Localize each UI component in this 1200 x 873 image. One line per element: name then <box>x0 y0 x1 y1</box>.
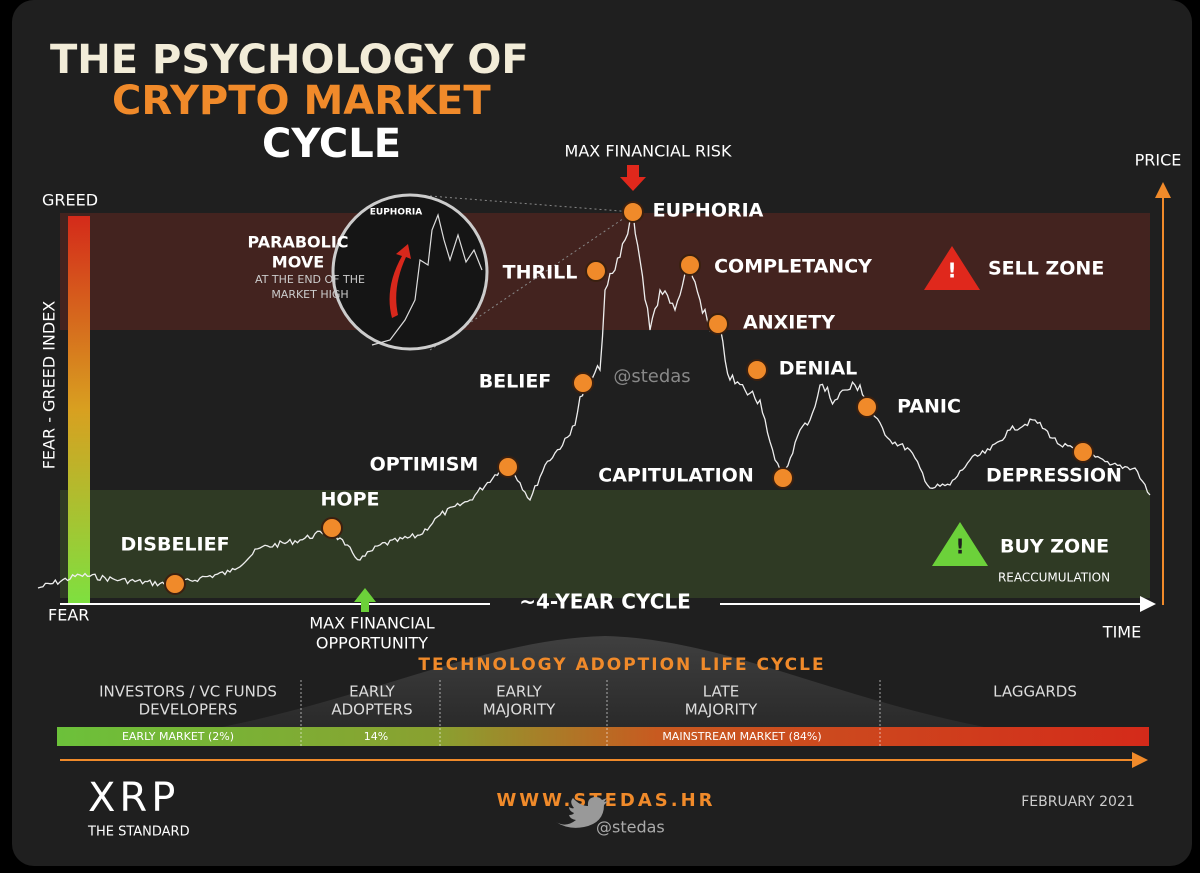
stage-label: EUPHORIA <box>653 200 764 222</box>
zone-label: BUY ZONE <box>1000 536 1109 558</box>
stage-dot <box>746 359 768 381</box>
cycle-label: ~4-YEAR CYCLE <box>519 590 691 614</box>
stage-label: ANXIETY <box>743 312 835 334</box>
twitter-icon <box>556 797 608 828</box>
axis-label: FEAR <box>48 606 89 625</box>
stage-dot <box>856 396 878 418</box>
group-label: DEVELOPERS <box>139 701 238 719</box>
handle: @stedas <box>596 818 665 837</box>
segment-label: 14% <box>364 730 388 743</box>
group-label: INVESTORS / VC FUNDS <box>99 683 277 701</box>
stage-label: DENIAL <box>779 358 858 380</box>
brand: XRP <box>88 775 179 821</box>
group-label: LATE <box>703 683 739 701</box>
watermark: @stedas <box>613 366 690 387</box>
axis-label: GREED <box>42 191 98 210</box>
stage-dot <box>1072 441 1094 463</box>
price-curve <box>37 211 1151 589</box>
date: FEBRUARY 2021 <box>1021 794 1135 810</box>
stage-dot <box>164 573 186 595</box>
inset: EUPHORIA PARABOLIC MOVE AT THE END OF TH… <box>247 193 634 351</box>
marker-label: MAX FINANCIAL RISK <box>565 142 732 161</box>
stage-label: DEPRESSION <box>986 465 1122 487</box>
segment-label: MAINSTREAM MARKET (84%) <box>662 730 821 743</box>
stage-dot <box>772 467 794 489</box>
adoption-bar <box>57 727 1149 746</box>
dividers <box>300 680 881 748</box>
svg-text:!: ! <box>947 259 956 283</box>
risk-arrow <box>620 165 646 191</box>
title: THE PSYCHOLOGY OF <box>50 37 529 83</box>
stage-label: COMPLETANCY <box>714 256 872 278</box>
zone-note: REACCUMULATION <box>998 571 1110 585</box>
axis-label: PRICE <box>1135 151 1182 170</box>
stage-dot <box>497 456 519 478</box>
stage-dot <box>572 372 594 394</box>
inset-label: AT THE END OF THE <box>255 273 365 286</box>
stage-label: BELIEF <box>479 371 552 393</box>
stage-dot <box>622 201 644 223</box>
group-label: MAJORITY <box>483 701 556 719</box>
group-label: LAGGARDS <box>993 683 1077 701</box>
tagline: THE STANDARD <box>87 825 190 840</box>
marker-label: OPPORTUNITY <box>316 634 428 653</box>
buy-sign: ! <box>932 522 988 566</box>
stage-label: CAPITULATION <box>598 465 753 487</box>
axis-label: TIME <box>1102 623 1141 642</box>
marker-label: MAX FINANCIAL <box>309 614 434 633</box>
fear-greed-bar <box>68 216 90 604</box>
zone-label: SELL ZONE <box>988 258 1104 280</box>
svg-text:!: ! <box>955 535 964 559</box>
stage-dot <box>321 517 343 539</box>
stage-label: PANIC <box>897 396 961 418</box>
adoption-curve <box>60 636 1150 745</box>
site: WWW.STEDAS.HR <box>496 790 715 811</box>
group-label: EARLY <box>349 683 396 701</box>
inset-label: PARABOLIC <box>247 233 348 252</box>
stage-label: HOPE <box>321 489 380 511</box>
group-label: MAJORITY <box>685 701 758 719</box>
stage-label: DISBELIEF <box>120 534 229 556</box>
stage-dot <box>585 260 607 282</box>
axis-label: FEAR - GREED INDEX <box>40 301 59 470</box>
inset-label: MOVE <box>272 253 324 272</box>
group-label: EARLY <box>496 683 543 701</box>
inset-label: EUPHORIA <box>370 208 423 218</box>
stage-label: THRILL <box>503 262 578 284</box>
sell-sign: ! <box>924 246 980 290</box>
stage-dot <box>707 313 729 335</box>
opportunity-arrow <box>354 588 376 612</box>
title: CYCLE <box>262 121 401 167</box>
stage-label: OPTIMISM <box>370 454 479 476</box>
inset-label: MARKET HIGH <box>271 288 348 301</box>
title: CRYPTO MARKET <box>112 78 491 124</box>
adoption-title: TECHNOLOGY ADOPTION LIFE CYCLE <box>418 655 825 675</box>
segment-label: EARLY MARKET (2%) <box>122 730 234 743</box>
stage-dot <box>679 254 701 276</box>
group-label: ADOPTERS <box>331 701 412 719</box>
